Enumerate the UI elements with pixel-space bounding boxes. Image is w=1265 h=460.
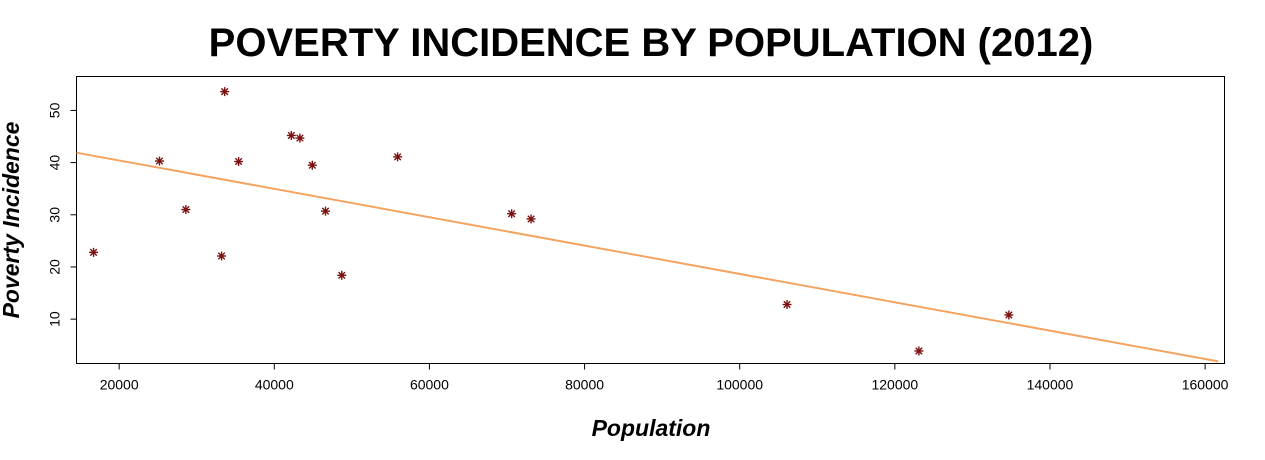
data-point [295, 133, 305, 143]
plot-frame [76, 76, 1225, 364]
chart-title: POVERTY INCIDENCE BY POPULATION (2012) [209, 21, 1094, 65]
x-tick-label: 160000 [1182, 377, 1229, 393]
x-axis-label: Population [592, 415, 711, 441]
data-point [507, 209, 517, 219]
y-axis: 10 20 30 40 50 [47, 102, 77, 327]
y-tick-label: 40 [47, 155, 63, 171]
y-tick-label: 30 [47, 207, 63, 223]
y-tick-label: 20 [47, 259, 63, 275]
y-tick-label: 10 [47, 311, 63, 327]
data-point [782, 300, 792, 310]
data-point [181, 205, 191, 215]
data-point [393, 152, 403, 162]
x-tick-label: 80000 [565, 377, 604, 393]
x-tick-label: 120000 [871, 377, 918, 393]
x-tick-label: 40000 [255, 377, 294, 393]
trend-line [76, 151, 1219, 363]
data-point [89, 247, 99, 257]
data-point [217, 251, 227, 261]
data-point [1004, 310, 1014, 320]
data-point [234, 157, 244, 167]
y-tick-label: 50 [47, 102, 63, 118]
x-tick-label: 140000 [1027, 377, 1074, 393]
data-point [307, 160, 317, 170]
data-point [286, 130, 296, 140]
x-tick-label: 20000 [100, 377, 139, 393]
data-point [337, 270, 347, 280]
plot-area [76, 87, 1219, 363]
data-point [320, 206, 330, 216]
data-point [914, 346, 924, 356]
x-tick-label: 60000 [410, 377, 449, 393]
data-point [154, 156, 164, 166]
data-point [526, 214, 536, 224]
x-axis: 20000 40000 60000 80000 100000 120000 140000 16… [100, 363, 1229, 393]
x-tick-label: 100000 [716, 377, 763, 393]
data-point [220, 87, 230, 97]
y-axis-label: Poverty Incidence [0, 121, 24, 318]
